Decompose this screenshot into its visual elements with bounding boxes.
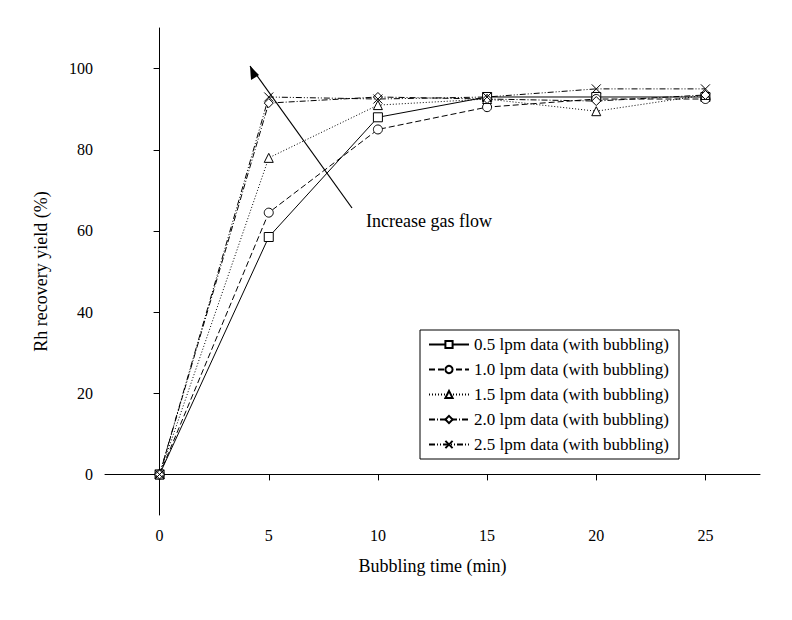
svg-text:100: 100 xyxy=(69,60,93,77)
svg-text:15: 15 xyxy=(479,527,495,544)
svg-text:2.5 lpm data (with bubbling): 2.5 lpm data (with bubbling) xyxy=(474,435,669,454)
svg-text:0: 0 xyxy=(156,527,164,544)
svg-text:2.0 lpm data (with bubbling): 2.0 lpm data (with bubbling) xyxy=(474,410,669,429)
svg-text:Increase gas flow: Increase gas flow xyxy=(366,211,492,231)
svg-text:20: 20 xyxy=(77,385,93,402)
svg-text:5: 5 xyxy=(265,527,273,544)
svg-text:Bubbling time (min): Bubbling time (min) xyxy=(359,556,507,577)
svg-text:0.5 lpm data (with bubbling): 0.5 lpm data (with bubbling) xyxy=(474,335,669,354)
svg-text:1.0 lpm data (with bubbling): 1.0 lpm data (with bubbling) xyxy=(474,360,669,379)
svg-text:25: 25 xyxy=(697,527,713,544)
svg-text:1.5 lpm data (with bubbling): 1.5 lpm data (with bubbling) xyxy=(474,385,669,404)
svg-text:Rh recovery yield (%): Rh recovery yield (%) xyxy=(31,191,52,351)
svg-text:40: 40 xyxy=(77,304,93,321)
svg-text:10: 10 xyxy=(370,527,386,544)
svg-text:20: 20 xyxy=(588,527,604,544)
svg-text:80: 80 xyxy=(77,141,93,158)
svg-text:0: 0 xyxy=(85,466,93,483)
svg-text:60: 60 xyxy=(77,222,93,239)
